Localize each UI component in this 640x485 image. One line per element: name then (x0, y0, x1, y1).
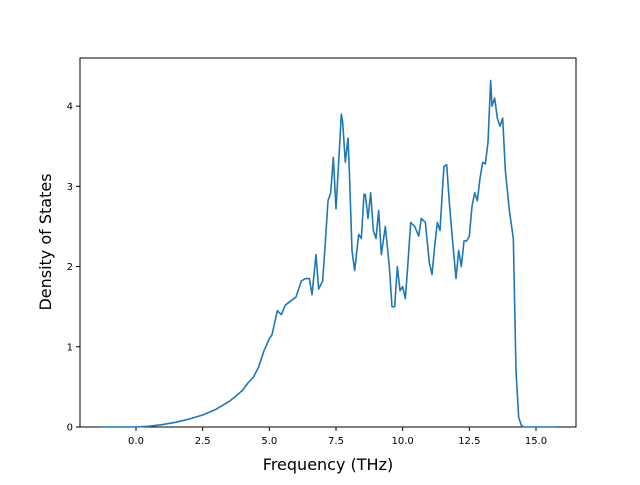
y-tick-label: 1 (67, 342, 73, 353)
dos-series-line (101, 79, 558, 428)
y-tick-label: 0 (67, 423, 73, 434)
x-tick-label: 5.0 (261, 436, 277, 447)
x-tick-label: 0.0 (128, 436, 144, 447)
y-tick-label: 4 (67, 102, 73, 113)
x-tick-label: 7.5 (328, 436, 344, 447)
x-tick-label: 15.0 (525, 436, 547, 447)
x-axis-label: Frequency (THz) (263, 455, 393, 474)
x-axis-ticks: 0.0 2.5 5.0 7.5 10.0 12.5 15.0 (128, 427, 547, 447)
y-axis-label: Density of States (36, 173, 55, 310)
x-tick-label: 10.0 (392, 436, 414, 447)
plot-frame (79, 57, 577, 428)
y-axis-ticks: 0 1 2 3 4 (67, 102, 80, 434)
y-tick-label: 2 (67, 262, 73, 273)
x-tick-label: 12.5 (458, 436, 480, 447)
x-tick-label: 2.5 (195, 436, 211, 447)
y-tick-label: 3 (67, 182, 73, 193)
